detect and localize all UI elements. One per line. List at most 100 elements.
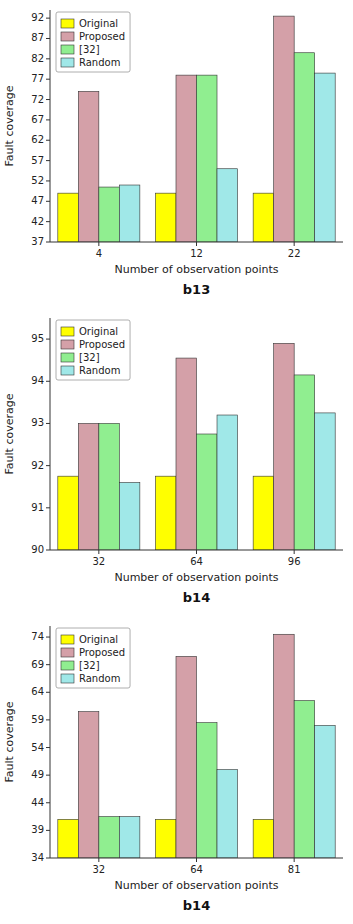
y-tick [46, 858, 50, 859]
bar [78, 712, 99, 858]
chart: 343944495459646974326481Number of observ… [3, 626, 343, 913]
x-tick-label: 32 [92, 556, 105, 567]
bar [176, 75, 197, 242]
x-axis-label: Number of observation points [114, 263, 278, 276]
x-tick-label: 22 [288, 248, 301, 259]
x-axis-label: Number of observation points [114, 571, 278, 584]
y-tick [46, 747, 50, 748]
y-tick [46, 99, 50, 100]
legend-swatch [61, 340, 74, 349]
legend-box [56, 320, 130, 380]
bar [155, 476, 176, 550]
y-tick [46, 160, 50, 161]
y-axis-label: Fault coverage [3, 85, 16, 166]
y-axis-label: Fault coverage [3, 701, 16, 782]
y-tick-label: 59 [31, 714, 44, 725]
y-tick-label: 74 [31, 631, 44, 642]
legend-label: Random [79, 57, 120, 68]
bar [294, 375, 315, 550]
y-tick [46, 381, 50, 382]
y-tick-label: 92 [31, 460, 44, 471]
y-tick [46, 775, 50, 776]
bar [197, 75, 218, 242]
legend-swatch [61, 353, 74, 362]
bar [253, 819, 274, 858]
legend-label: Proposed [79, 339, 125, 350]
y-tick [46, 58, 50, 59]
legend-label: Original [79, 634, 118, 645]
y-tick [46, 664, 50, 665]
bar [197, 723, 218, 858]
x-tick [196, 550, 197, 554]
y-tick [46, 692, 50, 693]
y-tick [46, 180, 50, 181]
y-tick-label: 93 [31, 417, 44, 428]
y-tick-label: 57 [31, 155, 44, 166]
chart: 37424752576267727782879241222Number of o… [3, 10, 343, 297]
y-tick-label: 44 [31, 797, 44, 808]
bar [217, 770, 238, 858]
y-tick-label: 87 [31, 32, 44, 43]
y-tick-label: 64 [31, 686, 44, 697]
chart: 909192939495326496Number of observation … [3, 318, 343, 605]
legend: OriginalProposed[32]Random [56, 628, 130, 688]
bar [78, 91, 99, 242]
legend-swatch [61, 635, 74, 644]
legend-label: Original [79, 18, 118, 29]
y-tick [46, 465, 50, 466]
chart-title: b14 [183, 590, 210, 605]
y-tick [46, 119, 50, 120]
bar [119, 483, 140, 550]
y-tick-label: 90 [31, 544, 44, 555]
x-tick [196, 858, 197, 862]
y-tick-label: 54 [31, 742, 44, 753]
x-tick [98, 550, 99, 554]
y-tick [46, 140, 50, 141]
bar [217, 169, 238, 242]
bar [99, 817, 120, 858]
x-tick-label: 32 [92, 864, 105, 875]
y-tick-label: 69 [31, 659, 44, 670]
y-tick-label: 37 [31, 236, 44, 247]
y-tick [46, 423, 50, 424]
legend-label: [32] [79, 44, 100, 55]
y-axis-line [50, 318, 51, 550]
chart-title: b14 [183, 898, 210, 913]
legend: OriginalProposed[32]Random [56, 12, 130, 72]
legend-swatch [61, 32, 74, 41]
x-tick-label: 96 [288, 556, 301, 567]
legend-swatch [61, 58, 74, 67]
y-axis-label: Fault coverage [3, 393, 16, 474]
y-tick-label: 39 [31, 824, 44, 835]
legend: OriginalProposed[32]Random [56, 320, 130, 380]
bar [274, 343, 295, 550]
bar [315, 73, 336, 242]
bars [58, 343, 335, 550]
chart-title: b13 [183, 282, 210, 297]
y-tick-label: 42 [31, 216, 44, 227]
bar [217, 415, 238, 550]
bar [155, 819, 176, 858]
y-tick [46, 830, 50, 831]
legend-label: Original [79, 326, 118, 337]
legend-swatch [61, 45, 74, 54]
x-tick [294, 858, 295, 862]
bar [58, 819, 79, 858]
bar [99, 423, 120, 550]
bar [119, 185, 140, 242]
bar [274, 16, 295, 242]
legend-label: Random [79, 673, 120, 684]
bar [119, 817, 140, 858]
y-tick-label: 67 [31, 114, 44, 125]
y-tick [46, 507, 50, 508]
legend-box [56, 12, 130, 72]
x-tick [98, 242, 99, 246]
y-tick-label: 82 [31, 53, 44, 64]
legend-box [56, 628, 130, 688]
bars [58, 16, 335, 242]
y-tick [46, 802, 50, 803]
y-tick-label: 94 [31, 375, 44, 386]
legend-label: Proposed [79, 647, 125, 658]
bar [197, 434, 218, 550]
y-tick-label: 49 [31, 769, 44, 780]
